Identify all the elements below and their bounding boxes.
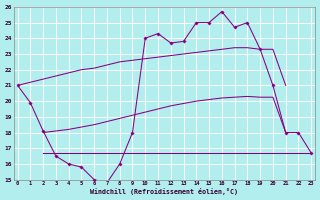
X-axis label: Windchill (Refroidissement éolien,°C): Windchill (Refroidissement éolien,°C) [90,188,238,195]
